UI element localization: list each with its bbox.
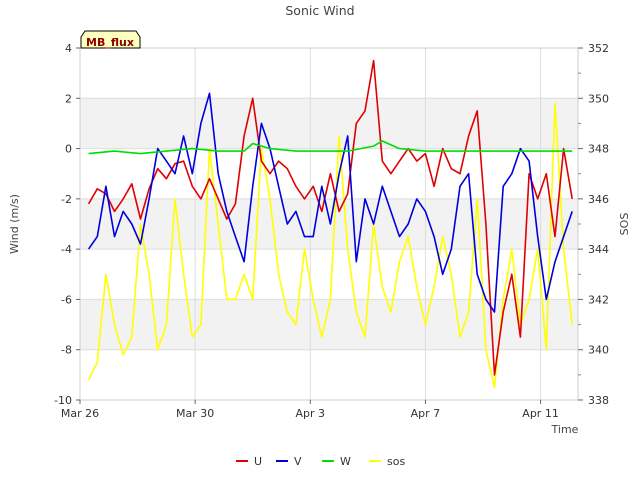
y-left-tick-label: -8 bbox=[61, 344, 72, 357]
band-2 bbox=[80, 98, 578, 149]
y-right-tick-label: 352 bbox=[588, 42, 609, 55]
y-left-tick-label: 0 bbox=[65, 143, 72, 156]
series-line-v bbox=[87, 92, 573, 313]
x-tick-label: Apr 7 bbox=[411, 407, 441, 420]
y-right-tick-label: 338 bbox=[588, 394, 609, 407]
y-axis-right-label: SOS bbox=[618, 213, 631, 236]
badge-label: MB_flux bbox=[86, 36, 134, 49]
legend-label-u: U bbox=[254, 455, 262, 468]
x-tick-label: Mar 30 bbox=[176, 407, 214, 420]
y-left-tick-label: -6 bbox=[61, 293, 72, 306]
y-right-tick-label: 340 bbox=[588, 344, 609, 357]
y-left-tick-label: -2 bbox=[61, 193, 72, 206]
legend-label-v: V bbox=[294, 455, 302, 468]
y-left-tick-label: -10 bbox=[54, 394, 72, 407]
legend-label-sos: sos bbox=[387, 455, 405, 468]
y-right-tick-label: 350 bbox=[588, 92, 609, 105]
x-tick-label: Apr 11 bbox=[522, 407, 559, 420]
x-tick-label: Mar 26 bbox=[61, 407, 99, 420]
y-left-tick-label: -4 bbox=[61, 243, 72, 256]
y-right-tick-label: 344 bbox=[588, 243, 609, 256]
band-1 bbox=[80, 198, 578, 250]
y-axis-left: -10 -8 -6 -4 -2 0 2 4 bbox=[54, 42, 80, 407]
y-right-tick-label: 342 bbox=[588, 293, 609, 306]
mb-flux-badge: MB_flux bbox=[80, 30, 141, 49]
series-line-sos bbox=[87, 102, 573, 389]
y-left-tick-label: 2 bbox=[65, 92, 72, 105]
series-line-w bbox=[88, 140, 573, 155]
chart-title: Sonic Wind bbox=[285, 3, 354, 18]
legend-label-w: W bbox=[340, 455, 351, 468]
y-axis-left-label: Wind (m/s) bbox=[8, 194, 21, 254]
x-axis: Mar 26 Mar 30 Apr 3 Apr 7 Apr 11 bbox=[61, 400, 559, 420]
y-axis-right: 338 340 342 344 346 348 350 352 bbox=[578, 42, 609, 407]
badge-box bbox=[80, 30, 141, 49]
series-line-u bbox=[87, 59, 573, 376]
y-right-tick-label: 346 bbox=[588, 193, 609, 206]
y-right-tick-label: 348 bbox=[588, 143, 609, 156]
series-layer bbox=[87, 59, 573, 389]
x-tick-label: Apr 3 bbox=[296, 407, 326, 420]
x-axis-label: Time bbox=[551, 423, 579, 436]
y-left-tick-label: 4 bbox=[65, 42, 72, 55]
